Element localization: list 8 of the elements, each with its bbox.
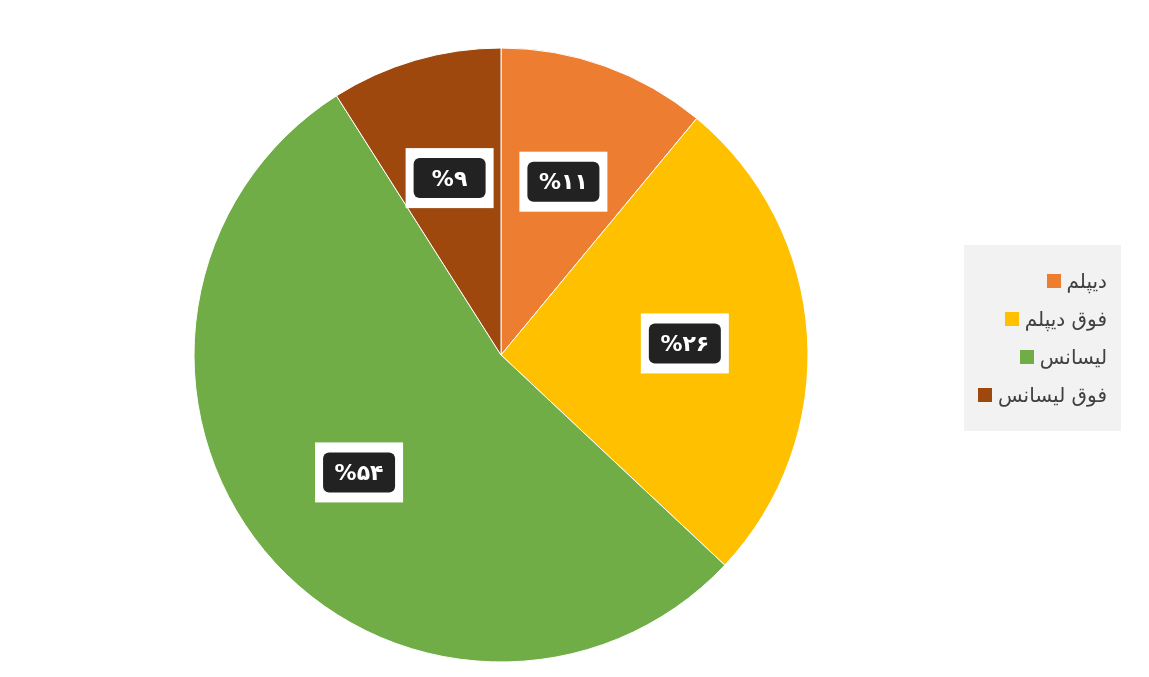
legend-label: لیسانس: [1039, 345, 1107, 369]
data-label: %۱۱: [538, 169, 588, 195]
data-label: %۹: [431, 165, 468, 191]
legend-label: فوق دیپلم: [1024, 307, 1107, 331]
legend-label: دیپلم: [1066, 269, 1107, 293]
legend-label: فوق لیسانس: [998, 383, 1107, 407]
data-label: %۵۴: [334, 459, 384, 485]
data-label: %۲۶: [660, 330, 710, 356]
